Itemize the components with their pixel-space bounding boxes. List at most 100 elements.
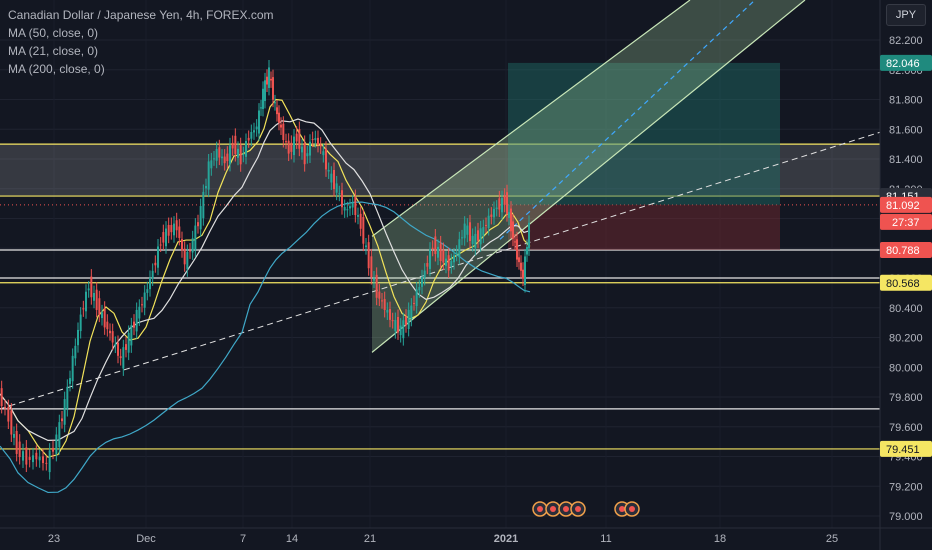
price-label-box xyxy=(880,440,932,457)
y-tick-label: 79.200 xyxy=(889,481,923,493)
candle-body xyxy=(506,192,508,215)
x-tick-label: 18 xyxy=(714,533,726,545)
countdown-text: 27:37 xyxy=(892,217,920,229)
ma21-legend[interactable]: MA (21, close, 0) xyxy=(8,44,99,58)
candle-body xyxy=(391,320,394,322)
candle-body xyxy=(522,269,524,279)
candle-body xyxy=(278,112,280,123)
candle-body xyxy=(437,246,439,258)
candle-body xyxy=(268,67,270,88)
candle-body xyxy=(338,193,341,195)
candle-body xyxy=(431,247,434,249)
flag-dot-icon xyxy=(619,506,625,512)
candle-body xyxy=(109,330,111,334)
candle-body xyxy=(181,239,183,251)
symbol-title[interactable]: Canadian Dollar / Japanese Yen, 4h, FORE… xyxy=(8,8,274,22)
candle-body xyxy=(508,212,510,218)
candle-body xyxy=(58,422,61,448)
flag-dot-icon xyxy=(629,506,635,512)
candle-body xyxy=(7,407,10,422)
parallel-channel-drawing[interactable] xyxy=(371,0,900,408)
candle-body xyxy=(197,222,199,227)
candle-body xyxy=(474,233,477,249)
candle-body xyxy=(501,198,503,213)
price-label-text: 79.451 xyxy=(886,444,920,456)
price-zones xyxy=(0,143,880,450)
x-tick-label: 14 xyxy=(286,533,298,545)
candle-body xyxy=(258,110,260,134)
candlesticks xyxy=(0,60,530,480)
price-label-box xyxy=(880,196,932,213)
candle-body xyxy=(32,455,34,463)
candle-body xyxy=(119,356,122,359)
candle-body xyxy=(141,304,143,306)
candle-body xyxy=(447,255,450,271)
candle-body xyxy=(402,320,405,339)
candle-body xyxy=(125,344,127,350)
long-position-tool[interactable] xyxy=(508,62,780,251)
candle-body xyxy=(466,225,469,235)
candle-body xyxy=(213,158,215,160)
candle-body xyxy=(260,107,262,109)
candle-body xyxy=(28,457,31,460)
candle-body xyxy=(495,207,498,209)
candle-body xyxy=(106,321,109,330)
candle-body xyxy=(63,399,66,425)
candle-body xyxy=(453,255,455,263)
candle-body xyxy=(410,305,413,319)
price-label-box xyxy=(880,274,932,291)
candle-body xyxy=(71,355,74,382)
candle-body xyxy=(191,238,194,253)
y-tick-label: 79.000 xyxy=(889,511,923,523)
candle-body xyxy=(186,251,189,270)
candle-body xyxy=(370,256,373,278)
time-axis[interactable]: 23 Dec 7 14 21 2021 11 18 25 xyxy=(0,527,932,545)
candle-body xyxy=(341,190,343,208)
candle-body xyxy=(10,410,13,435)
candle-body xyxy=(442,249,445,263)
currency-button[interactable]: JPY xyxy=(886,4,926,26)
candle-body xyxy=(498,198,501,210)
x-tick-label: 11 xyxy=(600,533,611,545)
candle-body xyxy=(178,226,181,239)
price-label-box xyxy=(880,54,932,71)
candle-body xyxy=(487,215,490,229)
candle-body xyxy=(74,345,77,359)
candle-body xyxy=(272,77,274,100)
candle-body xyxy=(183,248,186,265)
candle-body xyxy=(463,223,466,239)
price-label-text: 82.046 xyxy=(886,58,920,70)
candle-body xyxy=(133,321,135,328)
event-markers[interactable] xyxy=(532,501,640,517)
ma200-legend[interactable]: MA (200, close, 0) xyxy=(8,62,105,76)
candle-body xyxy=(354,196,357,216)
candle-body xyxy=(135,309,138,332)
candle-body xyxy=(415,289,418,307)
candle-body xyxy=(162,232,165,243)
candle-body xyxy=(231,142,234,149)
target-area xyxy=(508,62,780,205)
candle-body xyxy=(15,430,18,454)
candle-body xyxy=(45,462,48,464)
candle-body xyxy=(445,258,447,266)
candle-body xyxy=(503,195,506,205)
candle-body xyxy=(389,309,391,320)
candle-body xyxy=(111,331,114,343)
ma50-legend[interactable]: MA (50, close, 0) xyxy=(8,26,99,40)
chart-grid xyxy=(0,39,880,517)
candle-body xyxy=(434,236,437,255)
candle-body xyxy=(482,227,485,236)
stop-area xyxy=(508,204,780,251)
candle-body xyxy=(526,246,528,255)
candle-body xyxy=(173,223,175,236)
y-tick-label: 81.400 xyxy=(889,154,923,166)
countdown-box xyxy=(880,213,932,230)
candle-body xyxy=(394,319,397,332)
candle-body xyxy=(349,206,351,209)
price-label-text: 80.788 xyxy=(886,245,920,257)
candle-body xyxy=(143,292,146,308)
candle-body xyxy=(276,107,278,115)
candle-body xyxy=(48,450,51,473)
candle-body xyxy=(413,302,415,304)
